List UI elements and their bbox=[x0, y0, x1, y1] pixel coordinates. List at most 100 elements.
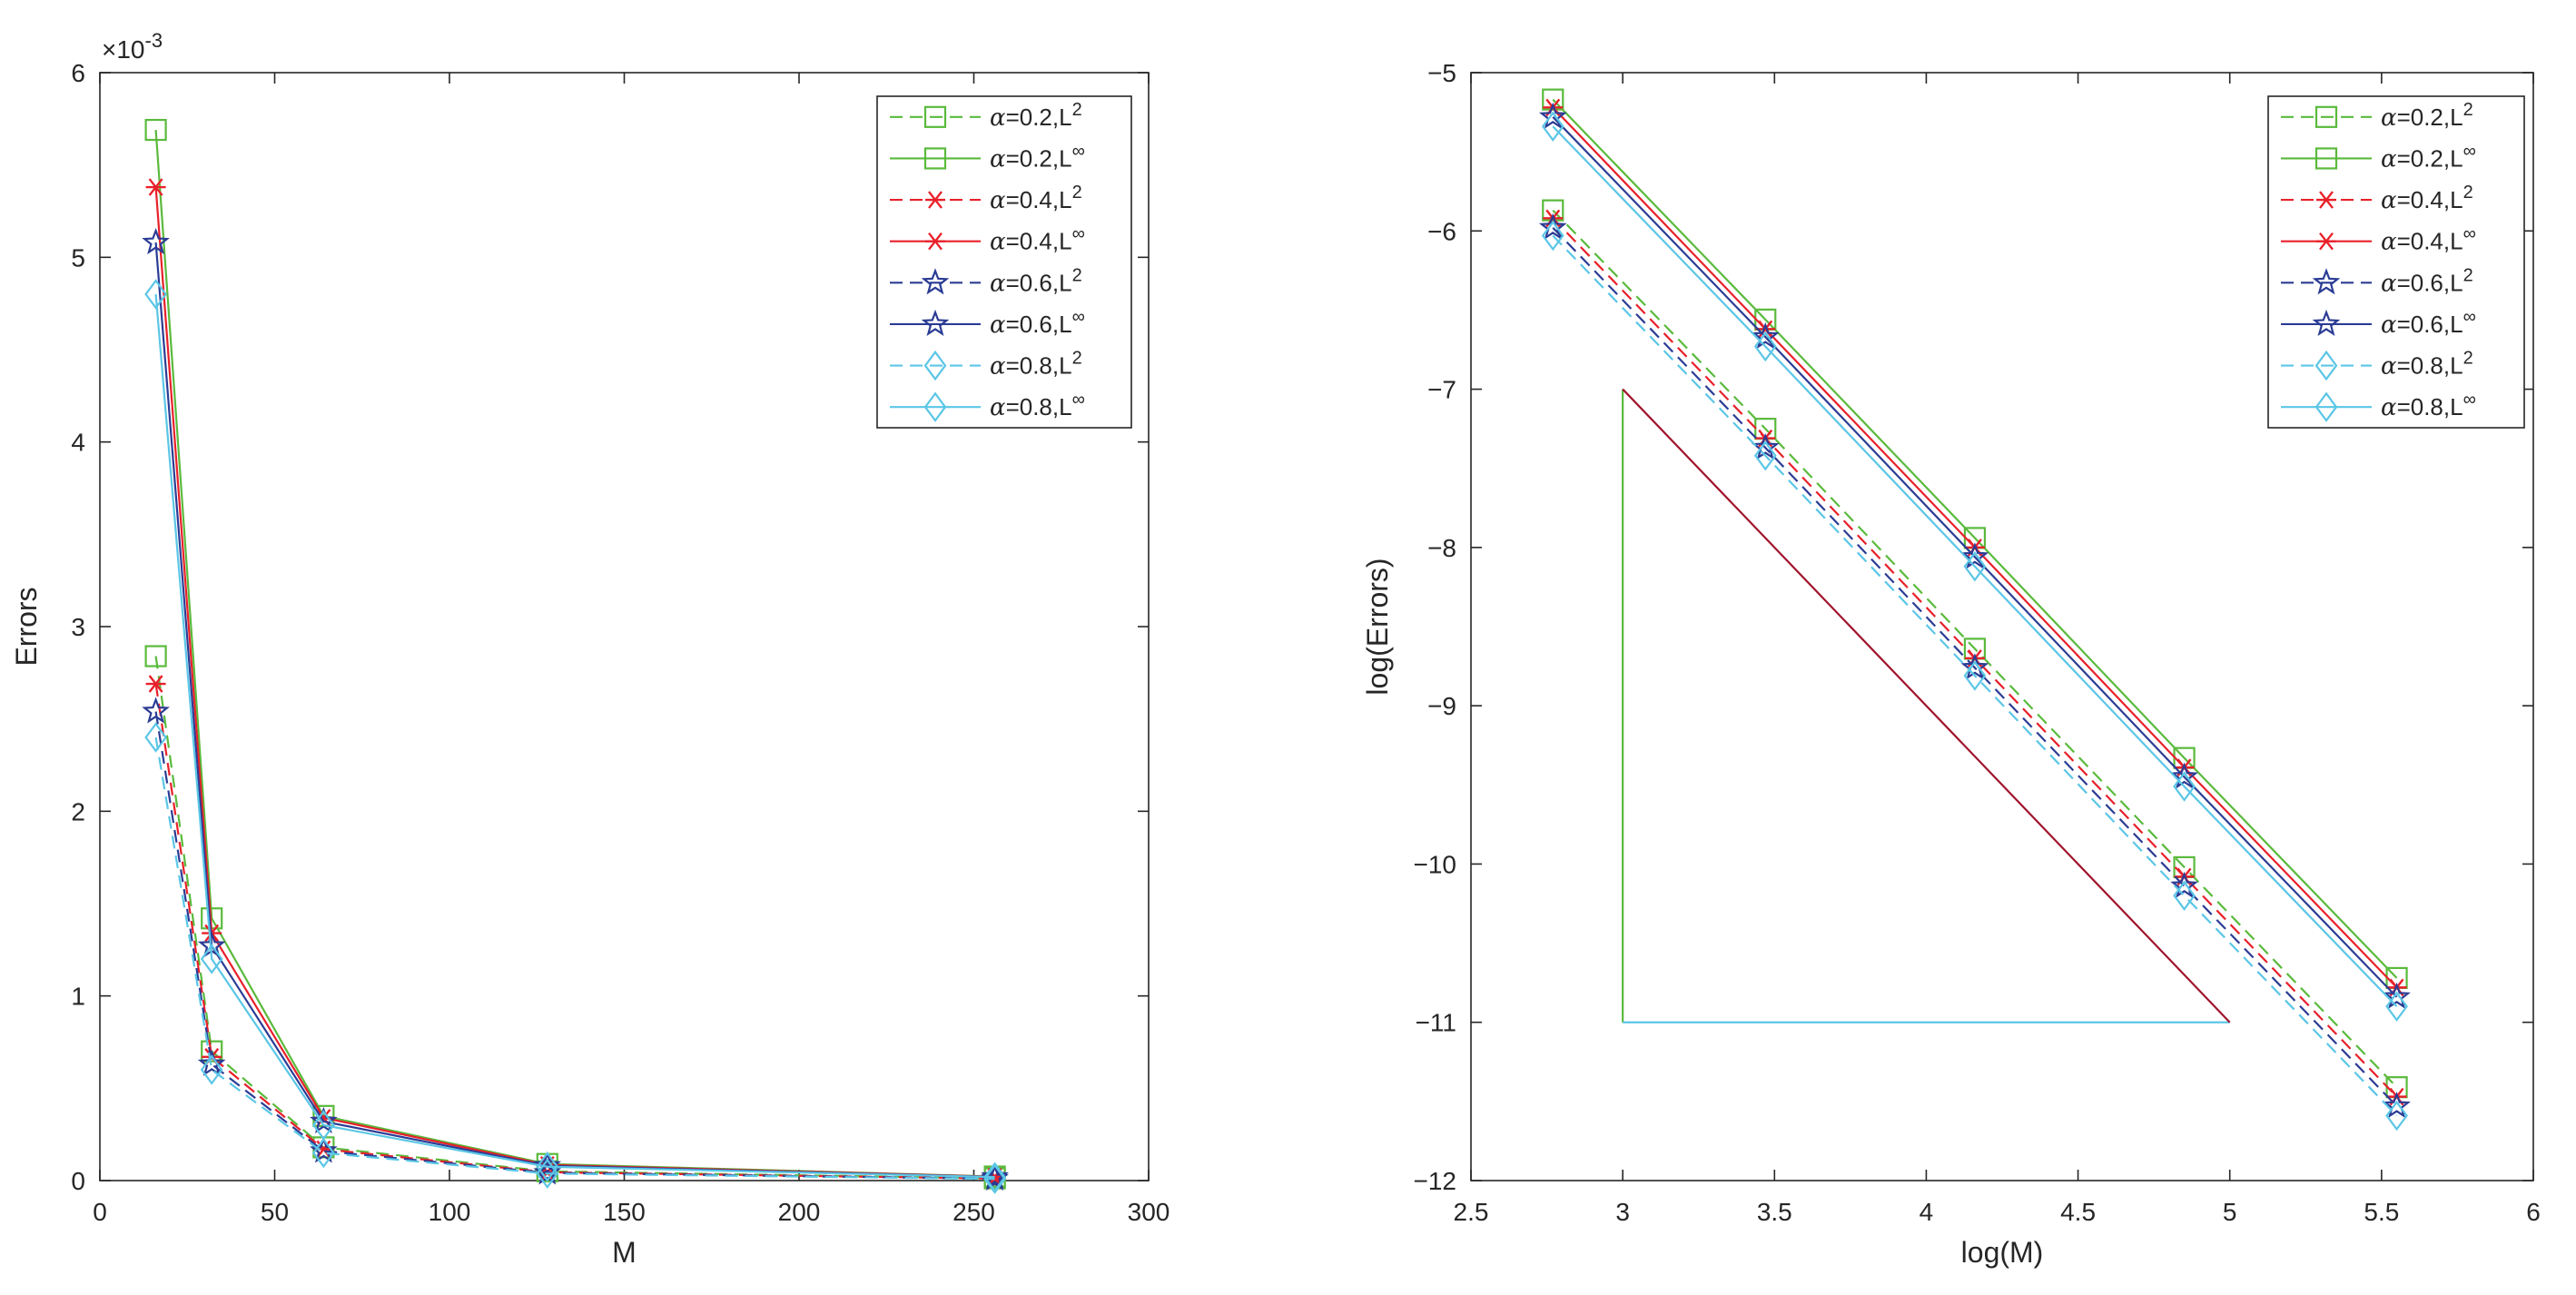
series-asterisk-l2 bbox=[145, 675, 1005, 1188]
y-tick-label: −5 bbox=[1427, 59, 1456, 87]
legend-entry: α=0.6,L∞ bbox=[990, 307, 1085, 339]
data-point bbox=[312, 1137, 335, 1169]
legend-alpha: α bbox=[2381, 187, 2397, 214]
x-tick-label: 4 bbox=[1920, 1198, 1934, 1226]
legend-marker bbox=[923, 105, 947, 128]
legend-alpha: α bbox=[990, 145, 1006, 173]
legend-entry: α=0.8,L∞ bbox=[2381, 390, 2476, 421]
legend-marker bbox=[2316, 191, 2336, 209]
legend-marker bbox=[923, 350, 947, 381]
data-point bbox=[1963, 551, 1987, 582]
legend-box bbox=[876, 95, 1132, 429]
data-point bbox=[1541, 220, 1564, 252]
legend-alpha: α bbox=[2381, 270, 2397, 297]
data-point bbox=[1753, 440, 1777, 471]
x-tick-label: 3 bbox=[1615, 1198, 1630, 1226]
legend-alpha: α bbox=[990, 353, 1006, 381]
legend-label: =0.6,L bbox=[2397, 269, 2463, 296]
y-tick-label: 2 bbox=[71, 797, 85, 825]
x-tick-label: 250 bbox=[952, 1198, 995, 1226]
legend-label: =0.8,L bbox=[2397, 393, 2463, 420]
y-axis-label: log(Errors) bbox=[1361, 558, 1394, 695]
data-point bbox=[1753, 331, 1777, 362]
legend-marker bbox=[925, 191, 945, 209]
legend-entry: α=0.8,L2 bbox=[990, 349, 1082, 381]
legend-alpha: α bbox=[990, 229, 1006, 256]
legend-entry: α=0.2,L2 bbox=[2381, 100, 2473, 132]
legend-entry: α=0.2,L∞ bbox=[990, 141, 1085, 173]
legend-marker bbox=[2312, 268, 2341, 295]
y-tick-label: −7 bbox=[1427, 376, 1456, 404]
legend-marker bbox=[921, 309, 950, 336]
data-point bbox=[536, 1158, 559, 1189]
series-line bbox=[1552, 227, 2398, 1107]
data-point bbox=[312, 1110, 335, 1141]
series-line bbox=[154, 683, 995, 1180]
data-point bbox=[2385, 991, 2408, 1022]
legend-alpha: α bbox=[2381, 353, 2397, 381]
legend-alpha: α bbox=[990, 311, 1006, 339]
legend-alpha: α bbox=[990, 394, 1006, 421]
legend-box bbox=[2267, 95, 2525, 429]
legend-label: =0.2,L bbox=[2397, 104, 2463, 131]
data-point bbox=[1751, 432, 1780, 460]
series-line bbox=[154, 186, 995, 1178]
y-tick-label: 4 bbox=[71, 429, 85, 457]
legend-alpha: α bbox=[2381, 229, 2397, 256]
data-point bbox=[144, 279, 167, 310]
data-point bbox=[981, 1162, 1009, 1189]
legend-label: =0.4,L bbox=[2397, 186, 2463, 213]
y-tick-label: 1 bbox=[71, 983, 85, 1011]
legend-superscript: ∞ bbox=[2463, 307, 2476, 327]
y-tick-label: −6 bbox=[1427, 217, 1456, 245]
legend-superscript: ∞ bbox=[1072, 307, 1085, 327]
legend: α=0.2,L2α=0.2,L∞α=0.4,L2α=0.4,L∞α=0.6,L2… bbox=[876, 95, 1132, 429]
x-tick-label: 5.5 bbox=[2364, 1198, 2399, 1226]
y-tick-label: 5 bbox=[71, 243, 85, 272]
legend-label: =0.2,L bbox=[2397, 144, 2463, 172]
x-tick-label: 4.5 bbox=[2060, 1198, 2096, 1226]
y-exponent-label: ×10-3 bbox=[102, 29, 163, 64]
legend-label: =0.4,L bbox=[1006, 186, 1072, 213]
legend-superscript: ∞ bbox=[2463, 224, 2476, 244]
data-point bbox=[2173, 771, 2196, 802]
legend-alpha: α bbox=[2381, 104, 2397, 132]
legend-alpha: α bbox=[2381, 394, 2397, 421]
data-point bbox=[536, 1152, 559, 1182]
legend-label: =0.8,L bbox=[1006, 352, 1072, 380]
legend: α=0.2,L2α=0.2,L∞α=0.4,L2α=0.4,L∞α=0.6,L2… bbox=[2267, 95, 2525, 429]
data-point bbox=[1960, 542, 1989, 569]
series-diamond-linf bbox=[1541, 111, 2408, 1022]
series-square-l2 bbox=[144, 645, 1006, 1190]
data-point bbox=[1542, 88, 1564, 111]
legend-entry: α=0.4,L∞ bbox=[990, 224, 1085, 256]
legend-superscript: 2 bbox=[1072, 349, 1082, 369]
series-line bbox=[154, 129, 995, 1178]
data-point bbox=[145, 178, 166, 196]
legend-superscript: ∞ bbox=[1072, 390, 1085, 410]
data-point bbox=[310, 1106, 338, 1133]
x-tick-label: 6 bbox=[2526, 1198, 2541, 1226]
data-point bbox=[1960, 653, 1989, 680]
y-exponent-power: -3 bbox=[145, 29, 163, 52]
series-line bbox=[154, 711, 995, 1181]
data-point bbox=[2170, 871, 2198, 898]
legend-superscript: 2 bbox=[2463, 183, 2473, 203]
series-line bbox=[154, 736, 995, 1181]
legend-superscript: 2 bbox=[2463, 349, 2473, 369]
legend-marker bbox=[2314, 147, 2338, 170]
x-tick-label: 5 bbox=[2223, 1198, 2237, 1226]
legend-marker bbox=[925, 232, 945, 251]
legend-alpha: α bbox=[2381, 145, 2397, 173]
data-point bbox=[200, 944, 223, 974]
legend-entry: α=0.8,L∞ bbox=[990, 390, 1085, 421]
legend-marker bbox=[2314, 350, 2338, 381]
legend-label: =0.4,L bbox=[2397, 228, 2463, 255]
series-asterisk-linf bbox=[145, 178, 1005, 1186]
series-square-linf bbox=[144, 118, 1006, 1188]
legend-marker bbox=[2312, 309, 2341, 336]
data-point bbox=[1538, 213, 1567, 240]
legend-label: =0.6,L bbox=[2397, 311, 2463, 338]
data-point bbox=[983, 1163, 1006, 1194]
chart-2: 2.5 3 3.5 4 4.5 5 5.5 6 −12 −11 −10 −9 −8 −7 −6 −5 log(M… bbox=[1361, 59, 2541, 1269]
